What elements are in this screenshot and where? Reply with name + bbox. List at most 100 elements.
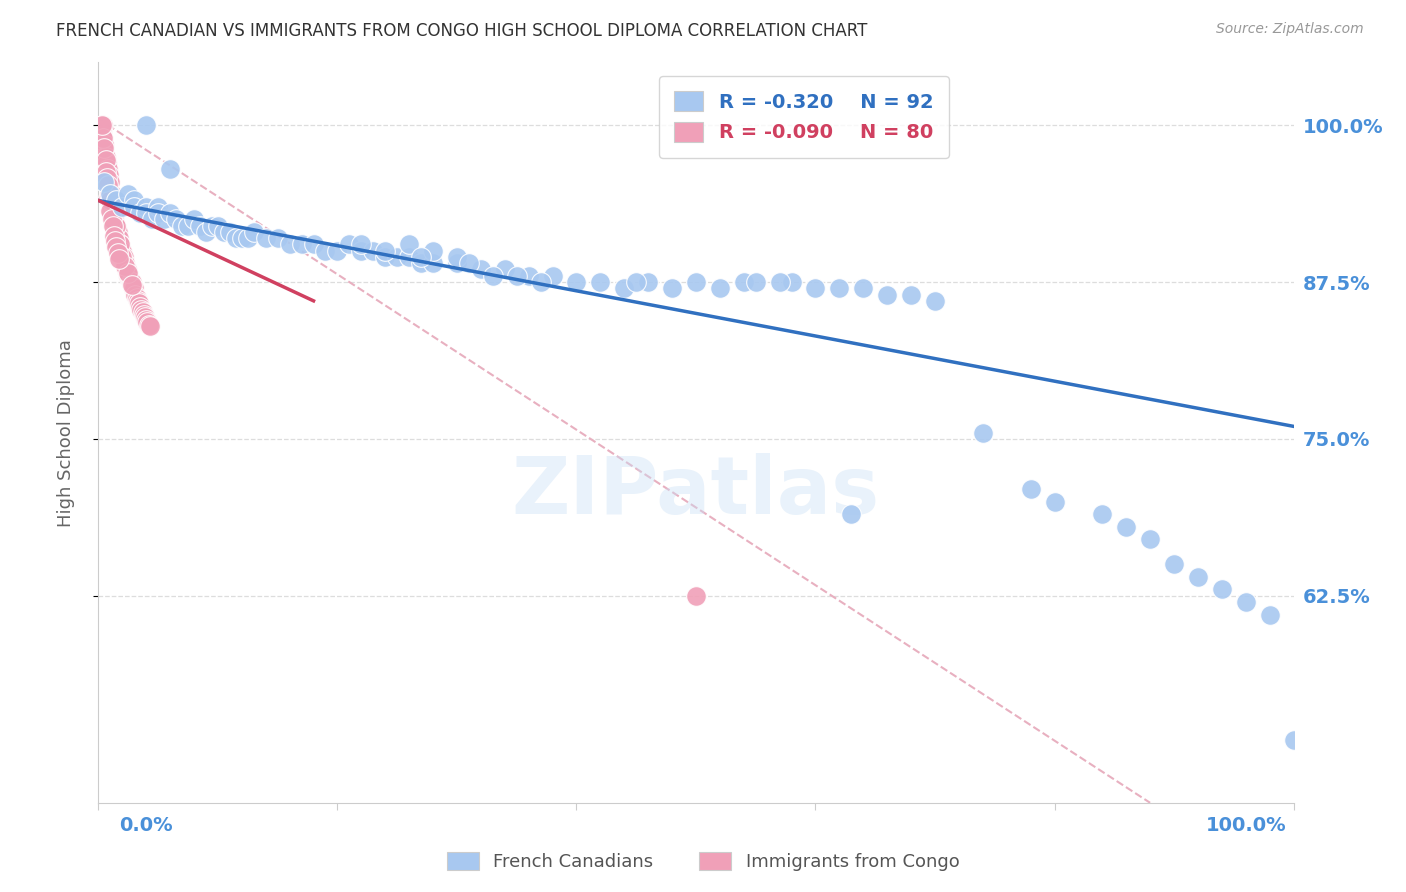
Point <box>129 206 152 220</box>
Point <box>135 200 157 214</box>
Point <box>138 318 160 332</box>
Point <box>91 124 114 138</box>
Point <box>104 219 127 233</box>
Point <box>98 187 122 202</box>
Point <box>446 256 468 270</box>
Point <box>135 206 157 220</box>
Point <box>114 256 136 270</box>
Point <box>91 130 114 145</box>
Point <box>165 212 187 227</box>
Point <box>111 244 134 258</box>
Point <box>105 240 128 254</box>
Point <box>828 281 851 295</box>
Point <box>111 250 134 264</box>
Point <box>972 425 994 440</box>
Point <box>494 262 516 277</box>
Point <box>924 293 946 308</box>
Text: 100.0%: 100.0% <box>1206 816 1286 835</box>
Point <box>94 150 117 164</box>
Point <box>506 268 529 283</box>
Point <box>385 250 409 264</box>
Point <box>661 281 683 295</box>
Point <box>97 178 120 193</box>
Point <box>177 219 200 233</box>
Point <box>110 244 132 258</box>
Y-axis label: High School Diploma: High School Diploma <box>56 339 75 526</box>
Point <box>172 219 194 233</box>
Point <box>768 275 790 289</box>
Point <box>517 268 540 283</box>
Point <box>101 194 124 208</box>
Point <box>278 237 301 252</box>
Point <box>96 169 118 183</box>
Point <box>339 237 361 252</box>
Point <box>91 143 114 157</box>
Point <box>101 206 124 220</box>
Point <box>1019 482 1042 496</box>
Point <box>254 231 277 245</box>
Point <box>212 225 235 239</box>
Point <box>1043 494 1066 508</box>
Point <box>103 228 125 243</box>
Point <box>127 293 149 308</box>
Point <box>589 275 612 289</box>
Point <box>1115 520 1137 534</box>
Point <box>105 219 128 233</box>
Point <box>103 212 125 227</box>
Point <box>101 219 124 233</box>
Point <box>291 237 314 252</box>
Point <box>135 118 157 132</box>
Point <box>124 200 146 214</box>
Point <box>541 268 564 283</box>
Point <box>131 305 153 319</box>
Point <box>637 275 659 289</box>
Point <box>114 259 136 273</box>
Point <box>876 287 898 301</box>
Point <box>91 118 114 132</box>
Point <box>709 281 731 295</box>
Point <box>422 244 444 258</box>
Point <box>98 203 122 218</box>
Point <box>136 315 159 329</box>
Point <box>231 231 253 245</box>
Point <box>481 268 505 283</box>
Point <box>132 308 155 322</box>
Point <box>225 231 247 245</box>
Point <box>122 281 145 295</box>
Point <box>105 231 128 245</box>
Point <box>350 237 373 252</box>
Point <box>326 244 349 258</box>
Point <box>1139 533 1161 547</box>
Point <box>148 200 170 214</box>
Point <box>159 206 181 220</box>
Point <box>91 136 114 151</box>
Point <box>374 244 396 258</box>
Point <box>350 244 373 258</box>
Point <box>98 181 121 195</box>
Point <box>98 169 121 183</box>
Point <box>124 194 146 208</box>
Point <box>97 175 120 189</box>
Point <box>134 310 156 325</box>
Point <box>111 200 134 214</box>
Point <box>96 156 118 170</box>
Point <box>1211 582 1233 597</box>
Point <box>93 136 115 151</box>
Point <box>125 291 148 305</box>
Point <box>201 219 224 233</box>
Text: 0.0%: 0.0% <box>120 816 173 835</box>
Point <box>626 275 648 289</box>
Point <box>159 162 181 177</box>
Point <box>104 234 127 248</box>
Point <box>458 256 481 270</box>
Point <box>104 206 127 220</box>
Point <box>804 281 827 295</box>
Point <box>120 275 142 289</box>
Point <box>118 268 141 283</box>
Point <box>93 141 115 155</box>
Point <box>94 153 117 168</box>
Point <box>108 237 131 252</box>
Point <box>852 281 875 295</box>
Point <box>374 250 396 264</box>
Point <box>141 212 163 227</box>
